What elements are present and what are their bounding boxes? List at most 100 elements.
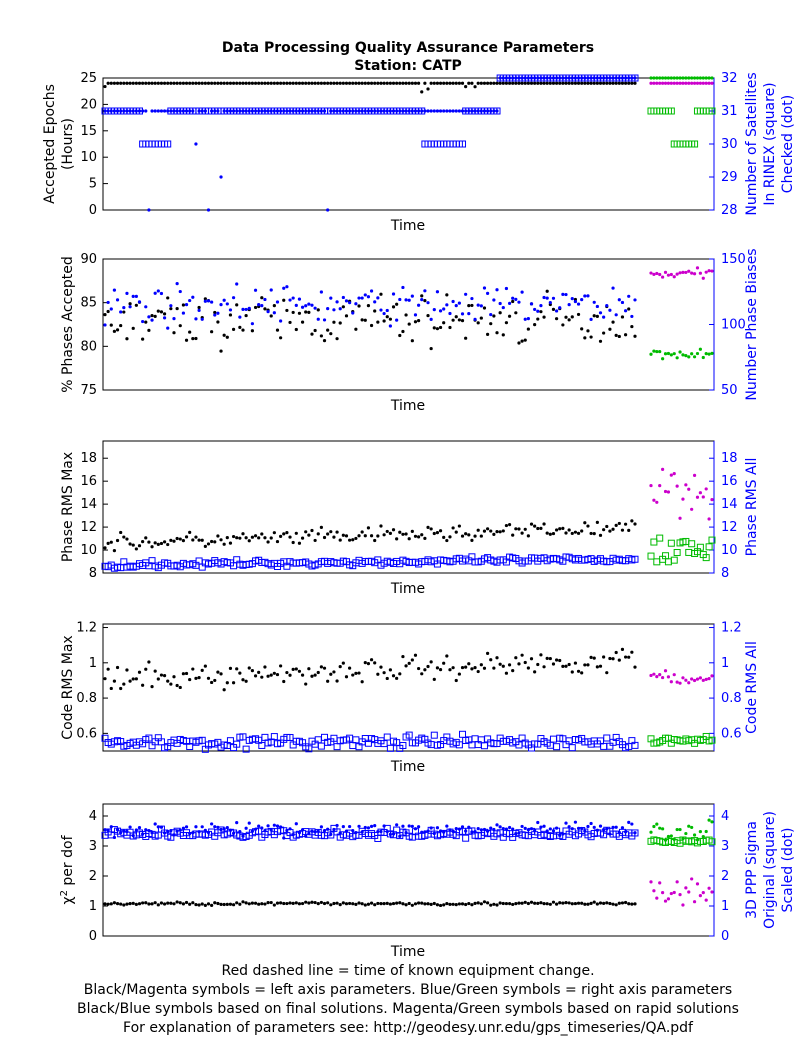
data-point-dot <box>652 349 656 353</box>
data-point-dot <box>388 832 392 836</box>
data-point-dot <box>253 674 258 678</box>
data-point-dot <box>316 829 320 833</box>
data-point-dot <box>432 677 436 681</box>
data-point-dot <box>369 289 374 293</box>
data-point-dot <box>407 901 411 906</box>
data-point-dot <box>206 830 211 835</box>
data-point-dot <box>687 681 691 685</box>
data-point-dot <box>272 311 276 315</box>
data-point-dot <box>704 677 708 681</box>
data-point-dot <box>282 109 286 113</box>
data-point-dot <box>206 542 211 546</box>
data-point-dot <box>426 829 430 833</box>
data-point-dot <box>523 76 527 80</box>
data-point-dot <box>554 317 559 321</box>
data-point-dot <box>423 109 427 113</box>
data-point-dot <box>310 900 314 904</box>
data-point-dot <box>338 831 342 835</box>
data-point-dot <box>206 676 211 680</box>
data-point-dot <box>681 837 685 841</box>
data-point-dot <box>181 902 186 906</box>
data-point-dot <box>663 270 668 274</box>
data-point-dot <box>216 81 220 85</box>
data-point-dot <box>401 81 405 85</box>
data-point-dot <box>285 901 289 906</box>
right-axis-label: Number Phase Biases <box>744 248 760 400</box>
data-point-dot <box>504 321 509 325</box>
data-point-dot <box>106 300 110 305</box>
data-point-dot <box>253 901 258 905</box>
data-point-dot <box>704 829 708 834</box>
data-point-dot <box>570 76 574 80</box>
data-point-dot <box>351 81 355 85</box>
data-point-dot <box>131 677 135 681</box>
data-point-dot <box>666 351 671 356</box>
data-point-dot <box>147 208 151 212</box>
series-rapid-left-dot <box>649 81 714 85</box>
data-point-dot <box>401 285 405 290</box>
data-point-dot <box>363 318 367 322</box>
left-tick-label: 0.6 <box>76 726 97 741</box>
data-point-dot <box>244 307 248 312</box>
data-point-dot <box>329 530 333 534</box>
data-point-dot <box>263 307 267 311</box>
data-point-square <box>650 538 658 546</box>
data-point-dot <box>153 901 157 905</box>
data-point-dot <box>658 826 662 830</box>
data-point-dot <box>410 658 414 662</box>
series-rapid-left-dot <box>649 266 714 280</box>
data-point-dot <box>551 662 556 666</box>
data-point-dot <box>288 827 292 831</box>
data-point-dot <box>501 81 505 85</box>
data-point-dot <box>385 829 389 834</box>
data-point-dot <box>210 330 214 334</box>
data-point-dot <box>692 678 697 683</box>
data-point-dot <box>576 669 581 673</box>
data-point-dot <box>329 903 333 907</box>
right-axis-label: Phase RMS All <box>744 458 760 557</box>
data-point-dot <box>382 319 386 323</box>
data-point-dot <box>576 826 581 830</box>
data-point-dot <box>460 902 465 906</box>
data-point-dot <box>366 526 371 530</box>
left-axis-label: χ2 per dof <box>59 834 77 904</box>
data-point-dot <box>115 328 120 332</box>
data-point-dot <box>313 328 317 333</box>
data-point-dot <box>282 901 286 906</box>
data-point-dot <box>486 651 490 655</box>
data-point-dot <box>250 329 254 333</box>
data-point-dot <box>238 81 242 85</box>
data-point-dot <box>238 671 242 675</box>
data-point-dot <box>391 832 396 836</box>
data-point-dot <box>545 81 549 85</box>
data-point-dot <box>178 685 182 690</box>
data-point-dot <box>338 321 342 325</box>
data-point-dot <box>253 109 258 113</box>
data-point-dot <box>554 76 559 80</box>
data-point-dot <box>294 81 298 85</box>
data-point-dot <box>492 109 496 113</box>
data-point-dot <box>288 673 292 677</box>
data-point-dot <box>275 328 280 332</box>
data-point-dot <box>435 666 440 670</box>
data-point-dot <box>156 309 160 313</box>
data-point-dot <box>701 276 705 280</box>
data-point-dot <box>608 308 612 312</box>
data-point-dot <box>420 90 424 94</box>
data-point-dot <box>329 109 333 113</box>
data-point-dot <box>128 81 132 85</box>
data-point-dot <box>401 329 405 334</box>
data-point-dot <box>103 677 107 681</box>
data-point-dot <box>366 902 371 906</box>
data-point-dot <box>633 81 637 85</box>
data-point-dot <box>297 902 302 906</box>
data-point-dot <box>482 827 487 832</box>
data-point-dot <box>175 109 179 113</box>
data-point-square <box>286 734 294 742</box>
data-point-dot <box>548 532 552 536</box>
data-point-dot <box>482 306 487 310</box>
data-point-dot <box>690 507 694 511</box>
data-point-dot <box>260 296 264 300</box>
data-point-square <box>647 552 655 560</box>
